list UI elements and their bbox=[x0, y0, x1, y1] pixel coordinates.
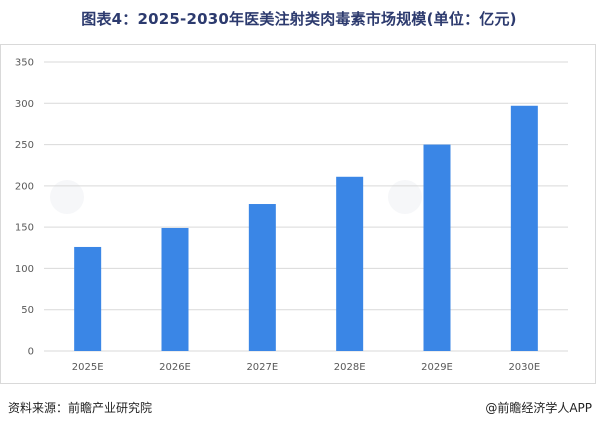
bar-2027E bbox=[248, 204, 276, 351]
bar-2029E bbox=[423, 144, 451, 351]
brand-note: @前瞻经济学人APP bbox=[485, 401, 592, 415]
y-tick-label: 50 bbox=[21, 305, 34, 316]
y-tick-label: 350 bbox=[15, 58, 34, 69]
bar-2025E bbox=[74, 246, 102, 351]
x-tick-label: 2027E bbox=[246, 362, 278, 373]
bar-2030E bbox=[510, 105, 538, 352]
y-tick-label: 100 bbox=[15, 264, 34, 275]
bar-2026E bbox=[161, 227, 189, 351]
x-tick-label: 2025E bbox=[72, 362, 104, 373]
x-tick-label: 2026E bbox=[159, 362, 191, 373]
bars bbox=[74, 105, 538, 352]
source-note: 资料来源：前瞻产业研究院 bbox=[8, 401, 153, 415]
y-tick-label: 250 bbox=[15, 140, 34, 151]
chart-frame bbox=[0, 44, 596, 384]
x-axis: 2025E 2026E 2027E 2028E 2029E 2030E bbox=[72, 362, 540, 373]
y-tick-label: 300 bbox=[15, 99, 34, 110]
gridlines bbox=[44, 61, 568, 352]
y-tick-label: 150 bbox=[15, 223, 34, 234]
y-tick-label: 0 bbox=[28, 347, 34, 358]
x-tick-label: 2029E bbox=[421, 362, 453, 373]
x-tick-label: 2030E bbox=[508, 362, 540, 373]
y-axis: 0 50 100 150 200 250 300 350 bbox=[15, 58, 34, 358]
x-tick-label: 2028E bbox=[334, 362, 366, 373]
bar-2028E bbox=[336, 176, 364, 351]
chart-title: 图表4：2025-2030年医美注射类肉毒素市场规模(单位：亿元) bbox=[81, 10, 517, 28]
y-tick-label: 200 bbox=[15, 181, 34, 192]
